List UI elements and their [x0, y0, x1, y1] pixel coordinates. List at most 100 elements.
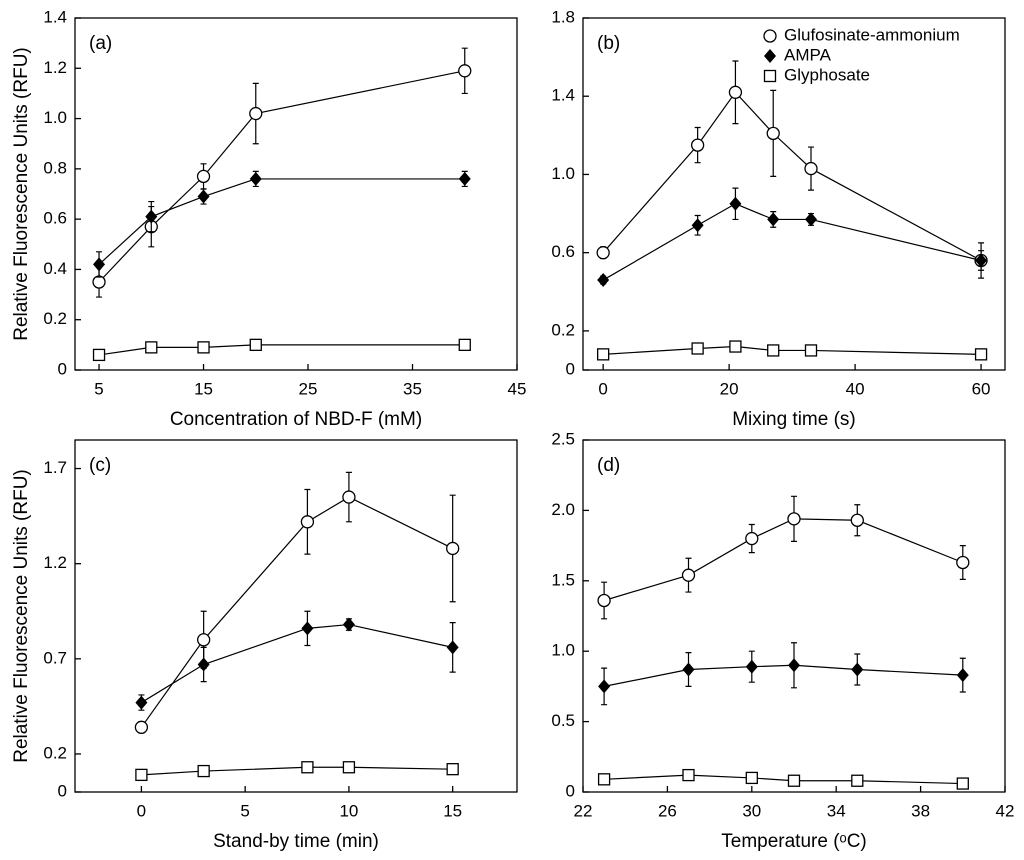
x-tick-label: 25 — [299, 379, 318, 398]
legend-label: AMPA — [784, 45, 832, 64]
marker — [745, 771, 758, 785]
y-tick-label: 0 — [58, 359, 67, 378]
marker — [787, 512, 801, 526]
marker — [197, 341, 210, 354]
marker — [804, 344, 818, 357]
marker — [92, 348, 106, 362]
marker — [597, 773, 611, 786]
panel-label: (a) — [89, 33, 112, 54]
series-line — [602, 91, 982, 262]
panel-label: (c) — [89, 455, 111, 476]
legend-label: Glyphosate — [784, 65, 870, 84]
x-tick-label: 15 — [194, 379, 213, 398]
marker — [682, 662, 695, 677]
x-tick-label: 10 — [339, 801, 358, 820]
panel: 0 0.5 1.0 1.5 2.0 2.5 22 26 30 34 38 42 (d) Temperatu… — [551, 429, 1014, 852]
legend-marker — [764, 49, 776, 63]
legend-marker — [763, 29, 777, 43]
marker — [691, 342, 704, 355]
plot-frame — [582, 17, 1006, 371]
marker — [956, 555, 970, 570]
x-tick-label: 42 — [996, 801, 1015, 820]
x-axis-title: Concentration of NBD-F (mM) — [170, 409, 422, 430]
series-line — [603, 664, 963, 687]
series-line — [140, 496, 453, 728]
x-tick-label: 5 — [94, 379, 103, 398]
panel: 0 0.2 0.7 1.2 1.7 0 5 10 15 (c) Stand-by time (min… — [11, 439, 518, 852]
marker — [851, 774, 864, 787]
x-tick-label: 34 — [827, 801, 846, 820]
marker — [342, 490, 356, 504]
marker — [135, 768, 148, 782]
marker — [804, 161, 818, 176]
marker — [342, 617, 355, 632]
x-axis-title: Mixing time (s) — [732, 409, 856, 430]
x-tick-label: 0 — [598, 379, 607, 398]
marker — [805, 212, 818, 227]
marker — [342, 761, 356, 774]
x-axis-title: Stand-by time (min) — [213, 831, 379, 852]
marker — [598, 679, 611, 694]
panel: 0 0.2 0.4 0.6 0.8 1.0 1.2 1.4 5 15 25 35 45 (a) Concen… — [11, 7, 526, 430]
x-tick-label: 60 — [972, 379, 991, 398]
y-tick-label: 1.2 — [43, 58, 67, 77]
marker — [766, 126, 780, 141]
x-tick-label: 20 — [720, 379, 739, 398]
marker — [197, 764, 210, 778]
y-tick-label: 1.7 — [43, 458, 67, 477]
y-tick-label: 1.2 — [43, 553, 67, 572]
y-tick-label: 1.4 — [43, 7, 67, 26]
y-tick-label: 1.5 — [551, 570, 575, 589]
series-line — [141, 766, 453, 776]
marker — [446, 541, 460, 556]
marker — [729, 340, 742, 353]
x-tick-label: 38 — [911, 801, 930, 820]
series-line — [98, 70, 465, 283]
legend-marker — [763, 69, 777, 83]
y-tick-label: 0.7 — [43, 648, 67, 667]
legend-label: Glufosinate-ammonium — [784, 25, 960, 44]
marker — [458, 64, 472, 78]
x-tick-label: 22 — [574, 801, 593, 820]
marker — [458, 338, 471, 352]
y-tick-label: 1.0 — [551, 641, 575, 660]
marker — [691, 218, 704, 233]
y-tick-label: 0.2 — [43, 743, 67, 762]
marker — [956, 777, 969, 790]
marker — [850, 513, 864, 527]
x-tick-label: 45 — [508, 379, 527, 398]
y-tick-label: 0 — [566, 781, 575, 800]
marker — [93, 257, 106, 272]
marker — [974, 348, 988, 361]
marker — [300, 515, 315, 529]
marker — [597, 273, 610, 288]
marker — [301, 761, 314, 774]
panel-label: (b) — [597, 33, 620, 54]
series-line — [602, 203, 982, 281]
x-tick-label: 5 — [240, 801, 249, 820]
marker — [767, 212, 780, 227]
marker — [745, 531, 759, 546]
marker — [135, 695, 148, 710]
series-line — [603, 345, 982, 355]
marker — [446, 640, 459, 655]
y-tick-label: 1.8 — [551, 7, 575, 26]
marker — [301, 621, 314, 636]
y-tick-label: 0.2 — [551, 320, 575, 339]
plot-frame — [74, 17, 518, 371]
marker — [767, 344, 780, 357]
marker — [145, 341, 158, 354]
marker — [956, 668, 969, 683]
marker — [134, 720, 149, 734]
marker — [729, 196, 742, 211]
y-tick-label: 0.6 — [551, 242, 575, 261]
marker — [851, 662, 864, 677]
y-tick-label: 0.5 — [551, 711, 575, 730]
x-tick-label: 40 — [846, 379, 865, 398]
y-tick-label: 0.4 — [43, 259, 67, 278]
y-tick-label: 2.0 — [551, 500, 575, 519]
y-tick-label: 0 — [566, 359, 575, 378]
x-axis-title: Temperature (ᵒC) — [721, 831, 867, 852]
plot-frame — [74, 439, 518, 793]
